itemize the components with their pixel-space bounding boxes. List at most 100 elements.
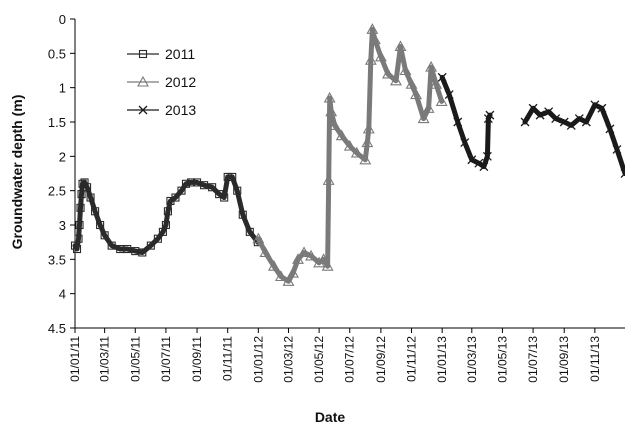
data-point-2011 <box>146 241 155 250</box>
data-point-2012 <box>325 105 338 117</box>
legend-item-2013: 2013 <box>127 102 196 118</box>
data-point-2013 <box>437 72 447 82</box>
data-point-2011 <box>181 179 191 188</box>
data-point-2012 <box>374 50 387 62</box>
x-tick-label: 01/05/13 <box>495 336 509 383</box>
data-point-2011 <box>186 178 196 187</box>
data-point-2013 <box>590 100 600 110</box>
data-point-2013 <box>535 110 545 120</box>
data-point-2012 <box>317 253 330 264</box>
series-layer <box>70 23 625 286</box>
data-point-2012 <box>390 74 402 86</box>
legend-marker <box>137 75 149 87</box>
y-axis: 0 0.5 1 1.5 2 2.5 3 3.5 4 4.5 <box>48 12 76 336</box>
data-point-2012 <box>343 139 356 151</box>
x-tick-label: 01/09/11 <box>190 336 204 382</box>
data-point-2011 <box>208 183 217 192</box>
data-point-2013 <box>444 90 454 99</box>
data-point-2011 <box>80 178 89 187</box>
data-point-2011 <box>74 234 83 243</box>
series-line-2012 <box>255 26 445 284</box>
x-tick-label: 01/03/12 <box>281 336 295 383</box>
data-point-2011 <box>75 220 84 230</box>
data-point-2012 <box>417 112 430 124</box>
series-2011 <box>70 172 262 257</box>
series-2012 <box>252 23 448 286</box>
data-point-2012 <box>381 67 394 79</box>
data-point-2012 <box>362 122 375 134</box>
data-point-2011 <box>72 244 82 254</box>
x-tick-label: 01/09/12 <box>374 336 388 383</box>
y-tick-label: 2 <box>59 149 66 164</box>
data-point-2011 <box>220 193 229 202</box>
x-tick-label: 01/11/13 <box>588 336 602 382</box>
data-point-2011 <box>83 183 92 192</box>
data-point-2011 <box>100 231 109 240</box>
data-point-2012 <box>435 95 448 106</box>
data-point-2013 <box>544 107 554 117</box>
data-point-2012 <box>430 78 443 89</box>
data-point-2013 <box>467 155 477 165</box>
y-tick-label: 1.5 <box>48 115 66 130</box>
y-tick-label: 4.5 <box>48 321 66 336</box>
data-point-2012 <box>298 246 310 258</box>
data-point-2012 <box>425 60 438 72</box>
x-tick-label: 01/03/11 <box>98 336 112 382</box>
x-tick-label: 01/01/11 <box>68 336 82 382</box>
y-tick-label: 3 <box>59 218 66 233</box>
data-point-2012 <box>323 91 336 103</box>
data-point-2012 <box>267 260 280 271</box>
x-tick-label: 01/05/12 <box>312 336 326 383</box>
data-point-2011 <box>233 186 242 195</box>
legend-item-2011: 2011 <box>127 46 195 62</box>
data-point-2013 <box>612 145 622 154</box>
data-point-2011 <box>96 220 105 230</box>
legend-marker <box>138 105 148 115</box>
data-point-2013 <box>574 114 584 124</box>
data-point-2012 <box>313 256 326 268</box>
y-tick-label: 1 <box>59 81 66 96</box>
data-point-2011 <box>77 190 86 199</box>
data-point-2013 <box>460 138 470 148</box>
data-point-2012 <box>368 33 381 45</box>
data-point-2013 <box>520 117 530 127</box>
y-axis-title: Groundwater depth (m) <box>9 95 25 250</box>
data-point-2012 <box>328 119 341 130</box>
series-line-2013 <box>439 74 625 176</box>
data-point-2012 <box>410 88 422 100</box>
data-point-2012 <box>282 275 295 286</box>
data-point-2012 <box>321 260 334 271</box>
data-point-2013 <box>453 117 463 127</box>
data-point-2011 <box>107 241 116 250</box>
y-tick-label: 0 <box>59 12 66 27</box>
data-point-2012 <box>335 129 348 141</box>
data-point-2011 <box>177 186 186 195</box>
legend-label: 2013 <box>165 102 196 118</box>
data-point-2011 <box>86 193 95 202</box>
data-point-2013 <box>566 120 576 130</box>
y-tick-label: 4 <box>59 287 66 302</box>
data-point-2013 <box>482 151 492 161</box>
data-point-2011 <box>228 172 237 181</box>
data-point-2011 <box>171 193 180 202</box>
x-tick-label: 01/05/11 <box>128 336 142 382</box>
data-point-2012 <box>422 102 435 113</box>
x-tick-label: 01/11/11 <box>221 336 235 381</box>
data-point-2012 <box>399 64 412 76</box>
data-point-2013 <box>551 114 561 124</box>
y-tick-label: 2.5 <box>48 184 66 199</box>
data-point-2013 <box>597 103 607 113</box>
data-point-2012 <box>305 249 318 261</box>
data-point-2012 <box>287 266 299 278</box>
legend: 2011 2012 2013 <box>127 46 196 118</box>
series-2013 <box>437 72 625 178</box>
data-point-2012 <box>275 270 287 282</box>
data-point-2012 <box>259 246 272 258</box>
x-tick-label: 01/11/12 <box>405 336 419 382</box>
data-point-2013 <box>581 117 591 127</box>
x-axis: 01/01/11 01/03/11 01/05/11 01/07/11 01/09/11… <box>68 327 625 383</box>
data-point-2013 <box>605 124 615 134</box>
x-tick-label: 01/07/12 <box>343 336 357 383</box>
data-point-2011 <box>123 244 132 254</box>
data-point-2011 <box>223 172 232 181</box>
